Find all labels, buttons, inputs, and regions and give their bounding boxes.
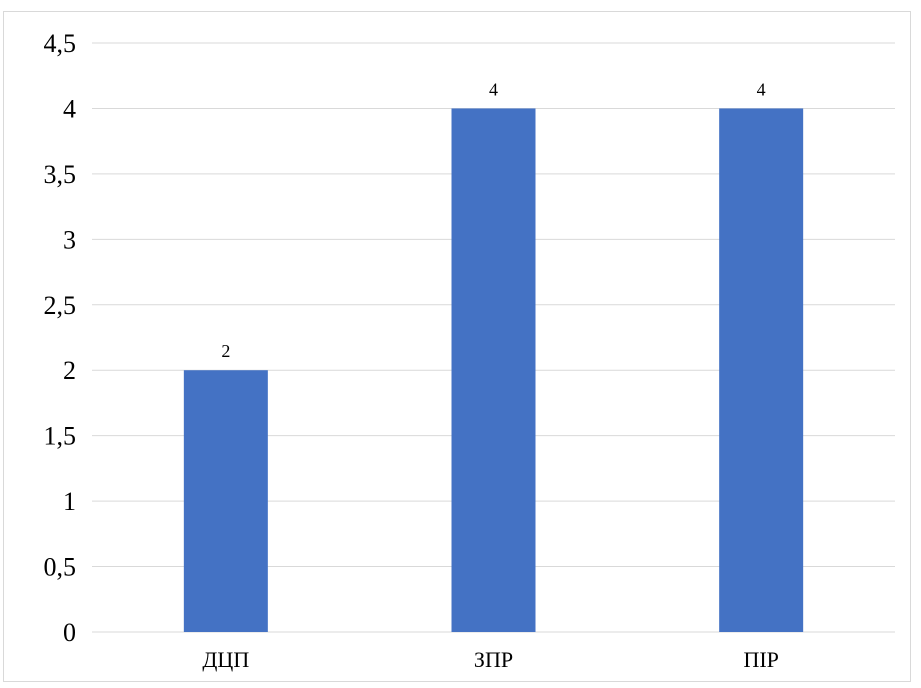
y-tick-label: 2 [63,356,76,385]
bar [451,108,536,632]
y-tick-label: 4,5 [44,29,77,58]
y-axis-tick-labels: 0 0,5 1 1,5 2 2,5 3 3,5 4 4,5 [44,29,77,647]
bar [719,108,804,632]
y-tick-label: 0,5 [44,553,77,582]
bar [183,370,268,632]
x-category-label: ЗПР [474,647,513,672]
y-tick-label: 1 [63,487,76,516]
data-label: 4 [757,79,766,99]
y-tick-label: 3 [63,225,76,254]
y-tick-label: 3,5 [44,160,77,189]
y-tick-label: 2,5 [44,291,77,320]
x-category-label: ДЦП [202,647,249,672]
data-label: 2 [221,341,230,361]
x-axis-category-labels: ДЦП ЗПР ПІР [202,647,778,672]
y-tick-label: 1,5 [44,422,77,451]
y-tick-label: 4 [63,94,76,123]
x-category-label: ПІР [743,647,778,672]
y-tick-label: 0 [63,618,76,647]
bars [183,108,804,632]
data-labels: 2 4 4 [221,79,765,361]
data-label: 4 [489,79,498,99]
